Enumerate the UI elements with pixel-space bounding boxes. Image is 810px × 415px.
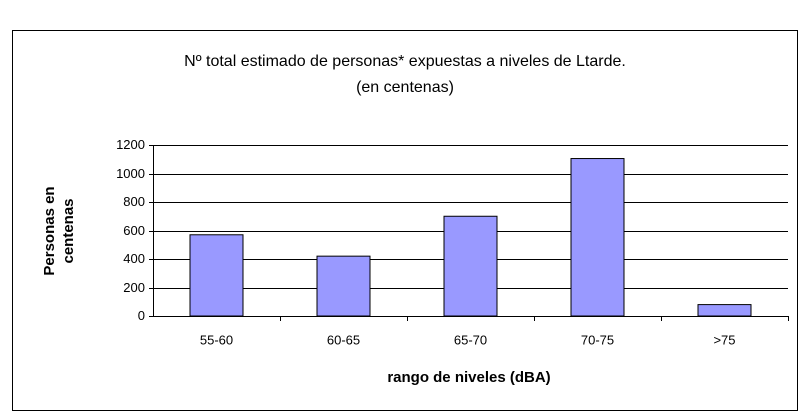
- x-tick-label: 65-70: [454, 332, 487, 347]
- bar: [697, 304, 752, 317]
- y-axis-label: Personas en: [41, 186, 58, 275]
- x-tick-label: >75: [713, 332, 735, 347]
- y-tick-label: 600: [123, 223, 145, 238]
- chart-title: Nº total estimado de personas* expuestas…: [184, 53, 626, 70]
- chart-border: [12, 30, 798, 411]
- y-tick-label: 1000: [116, 166, 145, 181]
- chart-subtitle: (en centenas): [356, 79, 454, 96]
- bar: [570, 158, 625, 317]
- bar: [189, 234, 244, 317]
- y-tick-label: 0: [138, 308, 145, 323]
- x-tick-label: 60-65: [327, 332, 360, 347]
- y-tick-label: 800: [123, 194, 145, 209]
- bar: [316, 255, 371, 317]
- y-axis-label: centenas: [60, 198, 77, 263]
- bar: [443, 215, 498, 317]
- y-tick-label: 200: [123, 280, 145, 295]
- x-axis-label: rango de niveles (dBA): [387, 369, 550, 386]
- y-tick-label: 400: [123, 251, 145, 266]
- x-tick-label: 55-60: [200, 332, 233, 347]
- x-tick-label: 70-75: [581, 332, 614, 347]
- y-tick-label: 1200: [116, 137, 145, 152]
